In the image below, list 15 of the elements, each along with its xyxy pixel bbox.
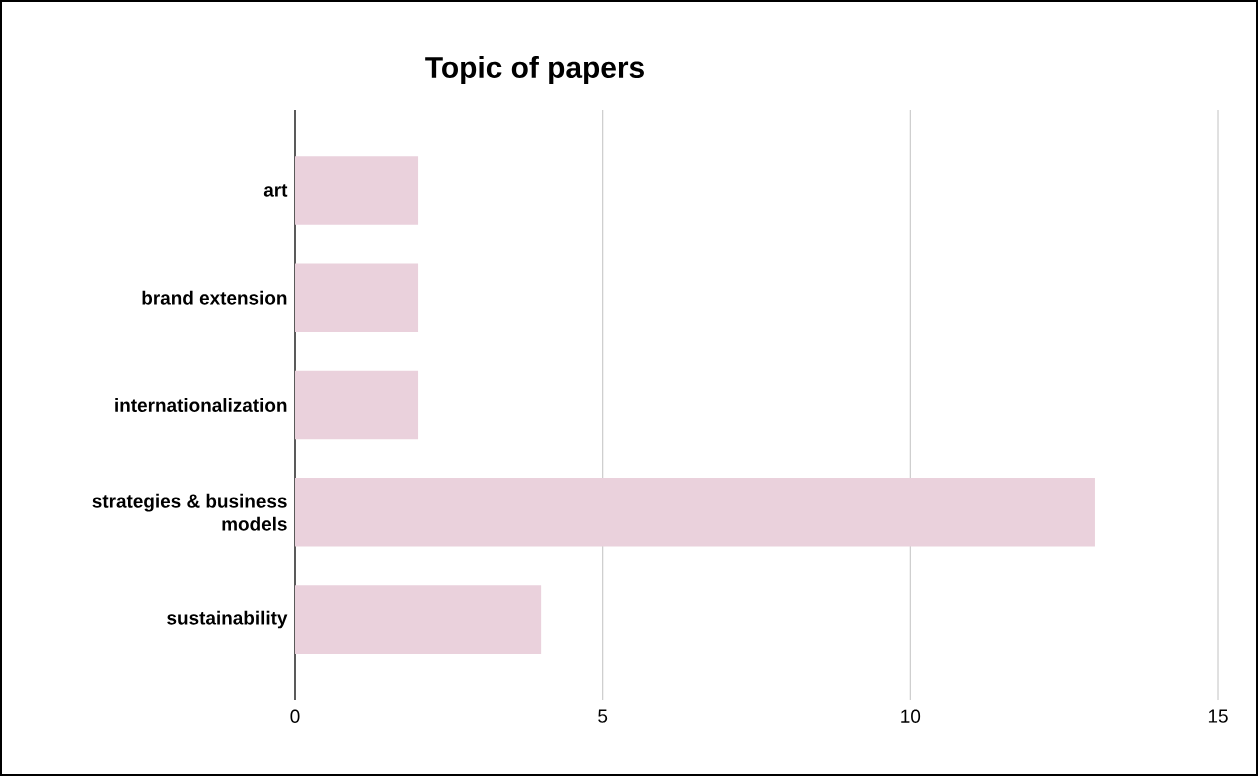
chart-title: Topic of papers <box>425 56 644 84</box>
x-tick-label: 10 <box>901 709 921 723</box>
bar <box>295 477 1095 547</box>
x-tick-label: 5 <box>598 709 608 723</box>
y-tick-label: brand extension <box>142 290 287 305</box>
y-tick-label: strategies & business models <box>92 493 287 531</box>
x-tick-label: 15 <box>1208 709 1228 723</box>
bar <box>295 263 419 333</box>
bar <box>295 156 419 225</box>
y-tick-label: internationalization <box>115 398 287 412</box>
bar <box>295 585 542 654</box>
y-tick-label: sustainability <box>167 610 288 629</box>
x-tick-label: 0 <box>290 709 300 723</box>
y-tick-label: art <box>263 184 288 197</box>
bar <box>295 370 419 440</box>
